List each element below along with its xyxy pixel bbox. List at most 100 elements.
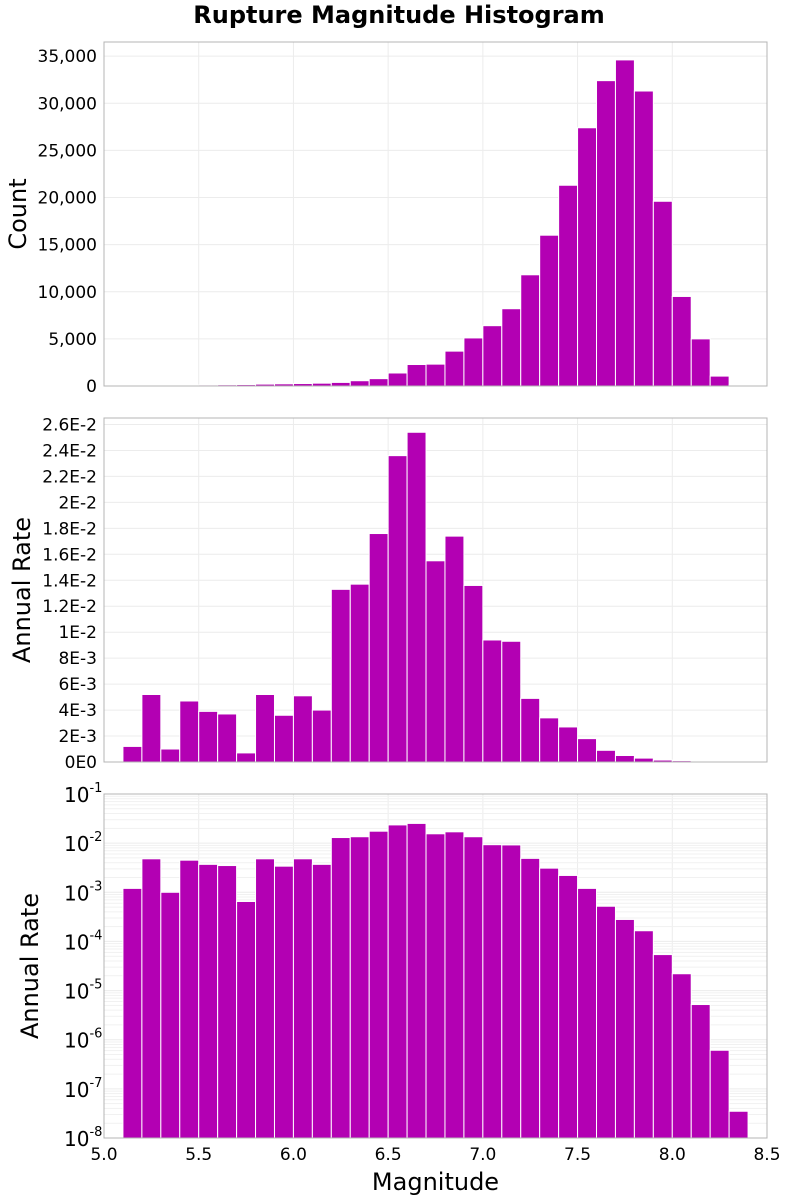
y-tick-label: 2.6E-2 bbox=[42, 415, 97, 435]
bar bbox=[122, 745, 143, 763]
y-tick-label: 1.8E-2 bbox=[42, 519, 97, 539]
bar bbox=[330, 588, 351, 763]
bar bbox=[539, 867, 560, 1139]
y-tick-label: 10-6 bbox=[64, 1027, 102, 1053]
bar bbox=[558, 874, 579, 1139]
y-tick-base: 10 bbox=[64, 783, 89, 807]
x-tick-label: 7.5 bbox=[564, 1145, 591, 1165]
bar bbox=[652, 200, 673, 387]
x-tick-label: 8.0 bbox=[659, 1145, 686, 1165]
bar bbox=[539, 717, 560, 763]
bar bbox=[444, 350, 465, 387]
panel-rate-linear: 0E0 2E-3 4E-3 6E-3 8E-3 1E-2 1.2E-2 1.4E-2 1.6E-… bbox=[8, 415, 768, 773]
bar bbox=[463, 337, 484, 387]
x-tick-label: 6.5 bbox=[375, 1145, 402, 1165]
bar bbox=[463, 584, 484, 763]
bar bbox=[482, 844, 503, 1139]
bar bbox=[349, 836, 370, 1139]
y-tick-label: 0 bbox=[86, 377, 97, 397]
bar bbox=[539, 234, 560, 387]
bar bbox=[577, 738, 598, 763]
bar bbox=[614, 918, 635, 1139]
bar bbox=[444, 535, 465, 763]
bar bbox=[614, 755, 635, 763]
bar bbox=[406, 431, 427, 763]
bar bbox=[633, 930, 654, 1139]
bar bbox=[709, 1049, 730, 1139]
bar bbox=[671, 295, 692, 387]
y-axis-label: Annual Rate bbox=[16, 893, 44, 1039]
x-tick-label: 7.0 bbox=[469, 1145, 496, 1165]
y-tick-exponent: -4 bbox=[89, 928, 102, 943]
y-axis-label: Count bbox=[4, 178, 32, 249]
y-axis-label: Annual Rate bbox=[8, 517, 36, 663]
bar bbox=[198, 863, 219, 1139]
bar bbox=[558, 726, 579, 763]
plot-border bbox=[103, 793, 768, 1139]
y-tick-base: 10 bbox=[64, 832, 89, 856]
bar bbox=[463, 836, 484, 1139]
bar bbox=[633, 90, 654, 387]
bar bbox=[501, 308, 522, 387]
bar bbox=[368, 533, 389, 763]
bar bbox=[160, 748, 181, 763]
y-tick-exponent: -1 bbox=[89, 781, 102, 796]
x-tick-label: 8.5 bbox=[753, 1145, 780, 1165]
y-tick-label: 6E-3 bbox=[58, 675, 97, 695]
bar bbox=[387, 455, 408, 763]
y-tick-exponent: -2 bbox=[89, 830, 102, 845]
bar bbox=[311, 863, 332, 1139]
bar bbox=[217, 865, 238, 1139]
y-tick-label: 15,000 bbox=[38, 236, 97, 256]
figure-title: Rupture Magnitude Histogram bbox=[193, 1, 605, 29]
x-tick-label: 5.5 bbox=[185, 1145, 212, 1165]
y-tick-label: 2.2E-2 bbox=[42, 467, 97, 487]
y-tick-label: 2.4E-2 bbox=[42, 441, 97, 461]
bar bbox=[425, 833, 446, 1139]
bar bbox=[501, 844, 522, 1139]
bar bbox=[198, 710, 219, 763]
y-tick-label: 20,000 bbox=[38, 189, 97, 209]
bar bbox=[387, 824, 408, 1139]
y-tick-label: 10-7 bbox=[64, 1076, 102, 1102]
bar bbox=[330, 837, 351, 1139]
y-tick-label: 8E-3 bbox=[58, 649, 97, 669]
y-tick-exponent: -3 bbox=[89, 879, 102, 894]
bar bbox=[501, 640, 522, 763]
bar bbox=[349, 583, 370, 763]
bar bbox=[179, 859, 200, 1139]
bar bbox=[122, 887, 143, 1139]
bar bbox=[292, 695, 313, 763]
y-tick-label: 1.2E-2 bbox=[42, 597, 97, 617]
bar bbox=[349, 380, 370, 387]
y-tick-label: 35,000 bbox=[38, 47, 97, 67]
bar bbox=[520, 857, 541, 1139]
x-tick-label: 6.0 bbox=[280, 1145, 307, 1165]
bar bbox=[255, 858, 275, 1139]
x-tick-label: 5.0 bbox=[90, 1145, 117, 1165]
bar bbox=[160, 891, 181, 1139]
bar bbox=[425, 363, 446, 387]
bar bbox=[520, 697, 541, 763]
y-tick-exponent: -8 bbox=[89, 1125, 102, 1140]
bar bbox=[406, 822, 427, 1139]
bar bbox=[709, 375, 730, 387]
y-tick-label: 0E0 bbox=[65, 753, 97, 773]
y-tick-label: 10-8 bbox=[64, 1125, 102, 1151]
bar bbox=[558, 184, 579, 387]
y-tick-label: 1.4E-2 bbox=[42, 571, 97, 591]
bar bbox=[596, 80, 616, 387]
y-tick-label: 4E-3 bbox=[58, 701, 97, 721]
y-tick-label: 10-2 bbox=[64, 830, 102, 856]
y-tick-base: 10 bbox=[64, 1078, 89, 1102]
bar bbox=[690, 1004, 711, 1139]
bar bbox=[368, 830, 389, 1139]
bar bbox=[292, 858, 313, 1139]
bar bbox=[236, 900, 257, 1139]
y-tick-base: 10 bbox=[64, 930, 89, 954]
y-tick-base: 10 bbox=[64, 881, 89, 905]
bar bbox=[444, 831, 465, 1139]
y-tick-label: 2E-2 bbox=[58, 493, 97, 513]
